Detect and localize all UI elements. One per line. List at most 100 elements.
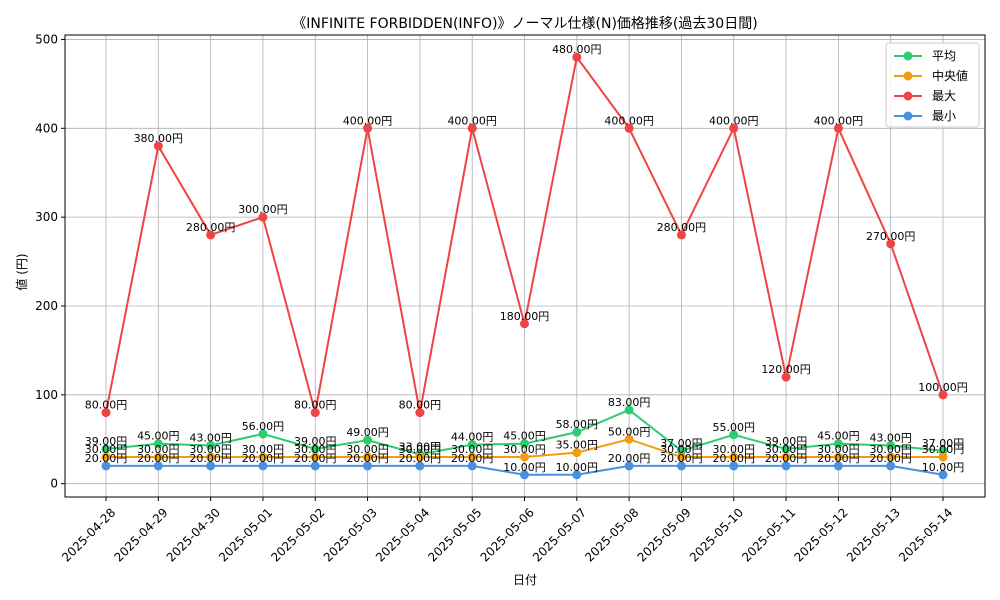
data-point bbox=[833, 461, 843, 471]
data-label: 400.00円 bbox=[604, 114, 654, 127]
data-label: 30.00円 bbox=[137, 443, 180, 456]
data-point bbox=[415, 461, 425, 471]
data-label: 10.00円 bbox=[503, 461, 546, 474]
data-label: 20.00円 bbox=[451, 452, 494, 465]
data-label: 400.00円 bbox=[447, 114, 497, 127]
data-label: 30.00円 bbox=[399, 443, 442, 456]
data-label: 20.00円 bbox=[294, 452, 337, 465]
data-label: 30.00円 bbox=[346, 443, 389, 456]
data-label: 44.00円 bbox=[451, 431, 494, 444]
data-point bbox=[520, 439, 529, 449]
data-label: 30.00円 bbox=[451, 443, 494, 456]
data-label: 20.00円 bbox=[189, 452, 232, 465]
data-label: 270.00円 bbox=[866, 230, 916, 243]
data-label: 80.00円 bbox=[399, 399, 442, 412]
data-label: 45.00円 bbox=[137, 430, 180, 443]
data-label: 30.00円 bbox=[242, 443, 285, 456]
data-label: 37.00円 bbox=[660, 437, 703, 450]
data-point bbox=[676, 452, 686, 462]
data-point bbox=[938, 390, 948, 400]
data-point bbox=[781, 461, 791, 471]
data-label: 20.00円 bbox=[608, 452, 651, 465]
data-point bbox=[310, 408, 320, 418]
data-label: 50.00円 bbox=[608, 425, 651, 438]
data-labels-layer: 39.00円 45.00円 43.00円 56.00円 39.00円 49.00円 33.0… bbox=[85, 43, 968, 474]
x-tick-label: 2025-05-14 bbox=[896, 505, 955, 564]
data-point bbox=[886, 452, 896, 462]
data-label: 33.00円 bbox=[399, 440, 442, 453]
legend-marker bbox=[903, 91, 913, 101]
data-point bbox=[572, 427, 582, 437]
y-tick-label: 100 bbox=[35, 388, 58, 402]
data-point bbox=[258, 429, 268, 439]
x-tick-label: 2025-04-29 bbox=[111, 505, 170, 564]
data-point bbox=[363, 452, 373, 462]
data-label: 120.00円 bbox=[761, 363, 811, 376]
data-point bbox=[310, 461, 320, 471]
data-point bbox=[781, 444, 791, 454]
data-label: 20.00円 bbox=[399, 452, 442, 465]
data-label: 55.00円 bbox=[713, 421, 756, 434]
data-point bbox=[833, 452, 843, 462]
data-point bbox=[206, 440, 216, 450]
y-tick-label: 200 bbox=[35, 299, 58, 313]
data-point bbox=[676, 461, 686, 471]
x-tick-label: 2025-05-07 bbox=[530, 505, 589, 564]
data-point bbox=[624, 434, 634, 444]
legend-box bbox=[885, 42, 980, 128]
data-point bbox=[886, 461, 896, 471]
data-label: 30.00円 bbox=[503, 443, 546, 456]
data-point bbox=[206, 230, 216, 240]
x-tick-label: 2025-05-10 bbox=[687, 505, 746, 564]
legend-marker bbox=[903, 71, 913, 81]
data-label: 20.00円 bbox=[765, 452, 808, 465]
data-point bbox=[938, 452, 948, 462]
legend-entry: 最大 bbox=[894, 89, 956, 103]
y-tick-label: 400 bbox=[35, 121, 58, 135]
data-point bbox=[153, 461, 163, 471]
data-label: 30.00円 bbox=[922, 443, 965, 456]
x-tick-label: 2025-05-02 bbox=[268, 505, 327, 564]
data-point bbox=[101, 452, 111, 462]
data-label: 56.00円 bbox=[242, 420, 285, 433]
data-label: 400.00円 bbox=[814, 114, 864, 127]
data-point bbox=[938, 446, 948, 456]
y-tick-label: 500 bbox=[35, 32, 58, 46]
data-label: 39.00円 bbox=[294, 435, 337, 448]
data-label: 30.00円 bbox=[660, 443, 703, 456]
data-point bbox=[781, 372, 791, 382]
data-point bbox=[310, 452, 320, 462]
data-point bbox=[310, 444, 320, 454]
data-point bbox=[572, 52, 582, 62]
data-point bbox=[101, 461, 111, 471]
data-point bbox=[101, 444, 111, 454]
data-label: 30.00円 bbox=[294, 443, 337, 456]
legend-label: 平均 bbox=[932, 49, 956, 63]
chart-title: 《INFINITE FORBIDDEN(INFO)》ノーマル仕様(N)価格推移(… bbox=[292, 16, 757, 32]
plot-frame bbox=[64, 34, 986, 498]
data-point bbox=[363, 123, 373, 133]
legend-label: 最大 bbox=[932, 89, 956, 103]
data-label: 20.00円 bbox=[817, 452, 860, 465]
data-label: 280.00円 bbox=[186, 221, 236, 234]
data-label: 39.00円 bbox=[765, 435, 808, 448]
data-point bbox=[676, 230, 686, 240]
data-point bbox=[415, 452, 425, 462]
data-point bbox=[153, 452, 163, 462]
x-axis-label: 日付 bbox=[513, 573, 537, 587]
data-point bbox=[258, 461, 268, 471]
data-label: 43.00円 bbox=[869, 431, 912, 444]
series-3 bbox=[101, 461, 948, 480]
data-label: 35.00円 bbox=[556, 439, 599, 452]
x-tick-label: 2025-04-30 bbox=[164, 505, 223, 564]
data-point bbox=[729, 430, 739, 440]
data-label: 20.00円 bbox=[137, 452, 180, 465]
data-point bbox=[572, 448, 582, 458]
data-label: 280.00円 bbox=[657, 221, 707, 234]
data-label: 30.00円 bbox=[189, 443, 232, 456]
legend-entry: 平均 bbox=[894, 49, 956, 63]
data-label: 380.00円 bbox=[134, 132, 184, 145]
data-point bbox=[520, 452, 529, 462]
data-label: 80.00円 bbox=[294, 399, 337, 412]
